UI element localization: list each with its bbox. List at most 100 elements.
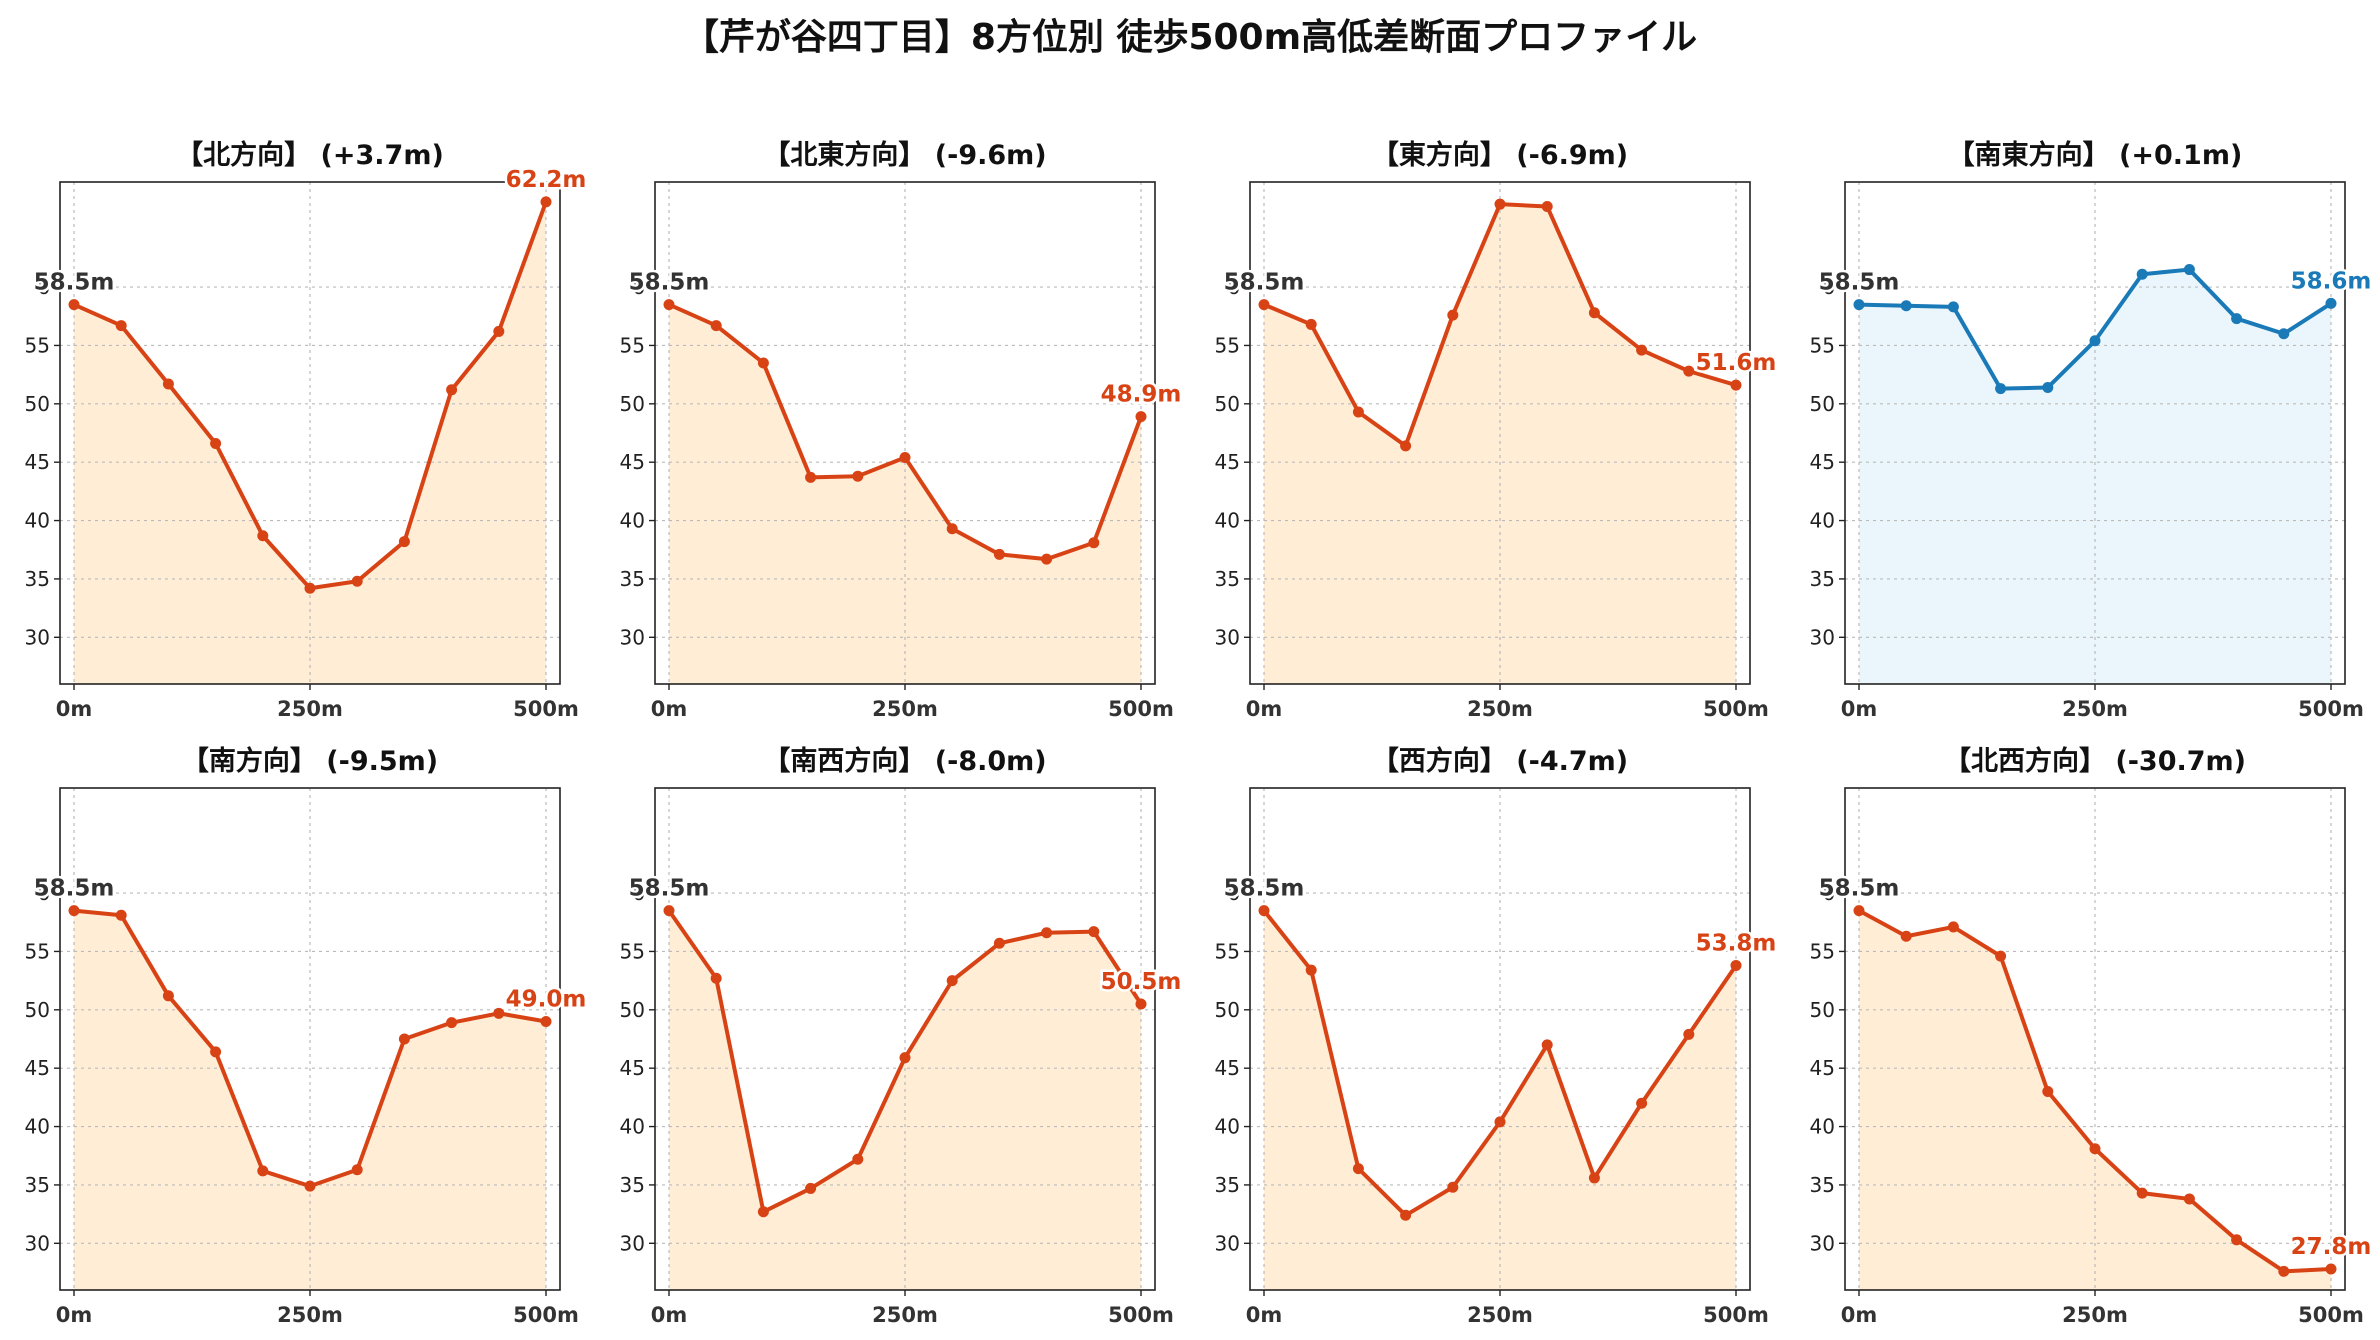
data-point [710,972,722,984]
y-tick-label: 55 [1810,333,1835,357]
data-point [2325,297,2337,309]
end-label: 49.0m [506,986,587,1012]
data-point [2136,1187,2148,1199]
data-point [1494,1116,1506,1128]
end-label: 50.5m [1101,969,1182,995]
data-point [257,1165,269,1177]
chart-title: 【南西方向】 (-8.0m) [763,745,1046,777]
data-point [1447,309,1459,321]
data-point [2042,1086,2054,1098]
y-tick-label: 40 [1215,1115,1240,1139]
data-point [210,1046,222,1058]
data-point [1853,299,1865,311]
data-point [304,582,316,594]
y-tick-label: 6 [1227,275,1240,299]
y-tick-label: 30 [25,1231,50,1255]
data-point [115,909,127,921]
x-tick-label: 0m [651,1303,688,1327]
y-tick-label: 30 [25,625,50,649]
data-point [899,452,911,464]
data-point [1995,950,2007,962]
y-tick-label: 35 [1810,567,1835,591]
data-point [115,320,127,332]
y-tick-label: 50 [1215,998,1240,1022]
x-tick-label: 0m [56,1303,93,1327]
y-tick-label: 6 [1822,881,1835,905]
start-label: 58.5m [1819,270,1900,296]
y-tick-label: 40 [1810,509,1835,533]
y-tick-label: 50 [25,392,50,416]
data-point [398,1033,410,1045]
data-point [757,1206,769,1218]
y-tick-label: 45 [25,1056,50,1080]
y-tick-label: 6 [37,275,50,299]
y-tick-label: 30 [620,1231,645,1255]
data-point [1447,1181,1459,1193]
chart-title: 【南東方向】 (+0.1m) [1948,139,2243,171]
x-tick-label: 500m [2298,1303,2364,1327]
chart-title: 【東方向】 (-6.9m) [1372,139,1628,171]
x-tick-label: 500m [2298,697,2364,721]
y-tick-label: 50 [620,392,645,416]
data-point [1400,440,1412,452]
start-label: 58.5m [629,876,710,902]
data-point [2136,268,2148,280]
y-tick-label: 40 [1215,509,1240,533]
chart-panel-5: 【南西方向】 (-8.0m) 30 35 40 45 50 55 6 0m 250m 500m 58.… [620,745,1184,1327]
x-tick-label: 0m [651,697,688,721]
data-point [493,1007,505,1019]
data-point [68,905,80,917]
y-tick-label: 35 [25,1173,50,1197]
data-point [1853,905,1865,917]
data-point [2183,1193,2195,1205]
y-tick-label: 35 [25,567,50,591]
y-tick-label: 50 [1215,392,1240,416]
data-point [1088,537,1100,549]
data-point [1636,344,1648,356]
y-tick-label: 40 [620,1115,645,1139]
data-point [398,536,410,548]
x-tick-label: 250m [1467,697,1533,721]
x-tick-label: 500m [1703,697,1769,721]
data-point [1900,930,1912,942]
chart-panel-0: 【北方向】 (+3.7m) 30 35 40 45 50 55 6 0m 250m 500m 58.5… [25,139,589,721]
chart-title: 【南方向】 (-9.5m) [182,745,438,777]
x-tick-label: 0m [1841,1303,1878,1327]
data-point [757,357,769,369]
y-tick-label: 45 [620,450,645,474]
data-point [351,575,363,587]
data-point [2183,264,2195,276]
data-point [1400,1209,1412,1221]
y-tick-label: 45 [620,1056,645,1080]
end-label: 48.9m [1101,382,1182,408]
data-point [1947,301,1959,313]
chart-title: 【北東方向】 (-9.6m) [763,139,1046,171]
data-point [1258,299,1270,311]
data-point [1352,406,1364,418]
chart-title: 【北方向】 (+3.7m) [176,139,444,171]
data-point [993,937,1005,949]
data-point [2042,381,2054,393]
data-point [1541,1039,1553,1051]
data-point [68,299,80,311]
y-tick-label: 6 [37,881,50,905]
area-fill [74,201,546,685]
data-point [805,471,817,483]
y-tick-label: 55 [620,939,645,963]
y-tick-label: 55 [620,333,645,357]
y-tick-label: 6 [632,275,645,299]
start-label: 58.5m [1819,876,1900,902]
x-tick-label: 250m [872,697,938,721]
data-point [2089,335,2101,347]
y-tick-label: 45 [25,450,50,474]
data-point [2231,1234,2243,1246]
data-point [162,990,174,1002]
data-point [2089,1143,2101,1155]
data-point [1305,964,1317,976]
data-point [162,378,174,390]
chart-title: 【北西方向】 (-30.7m) [1944,745,2246,777]
x-tick-label: 250m [2062,697,2128,721]
data-point [663,905,675,917]
data-point [1541,201,1553,213]
